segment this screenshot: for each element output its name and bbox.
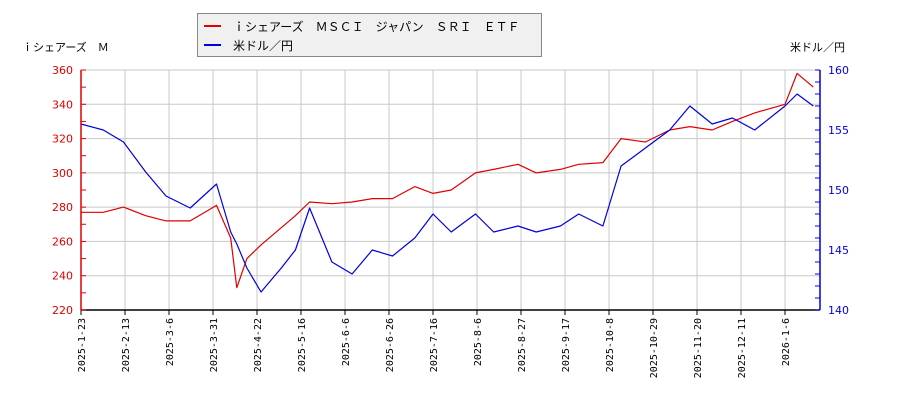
svg-text:2025-4-22: 2025-4-22: [253, 318, 264, 372]
svg-text:2025-9-17: 2025-9-17: [561, 318, 572, 372]
svg-text:155: 155: [828, 124, 849, 137]
svg-text:300: 300: [52, 167, 73, 180]
svg-text:2025-3-31: 2025-3-31: [209, 318, 220, 372]
svg-text:145: 145: [828, 244, 849, 257]
legend-label-series2: 米ドル／円: [233, 38, 294, 53]
svg-text:2025-11-20: 2025-11-20: [693, 318, 704, 378]
svg-text:360: 360: [52, 64, 73, 77]
legend-swatch-red: [204, 25, 221, 27]
svg-text:2025-12-11: 2025-12-11: [737, 318, 748, 378]
series-lines: [80, 72, 814, 293]
axes: [80, 69, 821, 315]
svg-text:160: 160: [828, 64, 849, 77]
svg-text:2025-5-16: 2025-5-16: [297, 318, 308, 372]
right-axis-title: 米ドル／円: [790, 41, 845, 54]
legend-swatch-blue: [204, 44, 221, 46]
svg-text:2025-2-13: 2025-2-13: [121, 318, 132, 372]
svg-text:2026-1-6: 2026-1-6: [781, 318, 792, 366]
svg-text:2025-6-26: 2025-6-26: [385, 318, 396, 372]
legend: ｉシェアーズ ＭＳＣＩ ジャパン ＳＲＩ ＥＴＦ 米ドル／円: [197, 13, 542, 57]
svg-text:140: 140: [828, 304, 849, 317]
svg-text:320: 320: [52, 133, 73, 146]
legend-item-series1: ｉシェアーズ ＭＳＣＩ ジャパン ＳＲＩ ＥＴＦ: [204, 17, 520, 35]
svg-text:240: 240: [52, 270, 73, 283]
left-axis-title: ｉシェアーズ Ｍ: [22, 41, 109, 54]
svg-text:260: 260: [52, 235, 73, 248]
svg-text:2025-1-23: 2025-1-23: [77, 318, 88, 372]
legend-item-series2: 米ドル／円: [204, 36, 293, 54]
tick-labels: 2025-1-23 2025-2-13 2025-3-6 2025-3-31 2025-…: [52, 64, 849, 378]
svg-text:340: 340: [52, 98, 73, 111]
grid-lines: [81, 69, 820, 310]
svg-text:150: 150: [828, 184, 849, 197]
legend-label-series1: ｉシェアーズ ＭＳＣＩ ジャパン ＳＲＩ ＥＴＦ: [233, 19, 520, 34]
svg-text:2025-8-6: 2025-8-6: [473, 318, 484, 366]
svg-text:2025-6-6: 2025-6-6: [341, 318, 352, 366]
svg-text:2025-10-8: 2025-10-8: [605, 318, 616, 372]
svg-text:2025-7-16: 2025-7-16: [429, 318, 440, 372]
svg-text:2025-8-27: 2025-8-27: [517, 318, 528, 372]
svg-text:2025-3-6: 2025-3-6: [165, 318, 176, 366]
svg-text:220: 220: [52, 304, 73, 317]
svg-text:2025-10-29: 2025-10-29: [649, 318, 660, 378]
svg-text:280: 280: [52, 201, 73, 214]
